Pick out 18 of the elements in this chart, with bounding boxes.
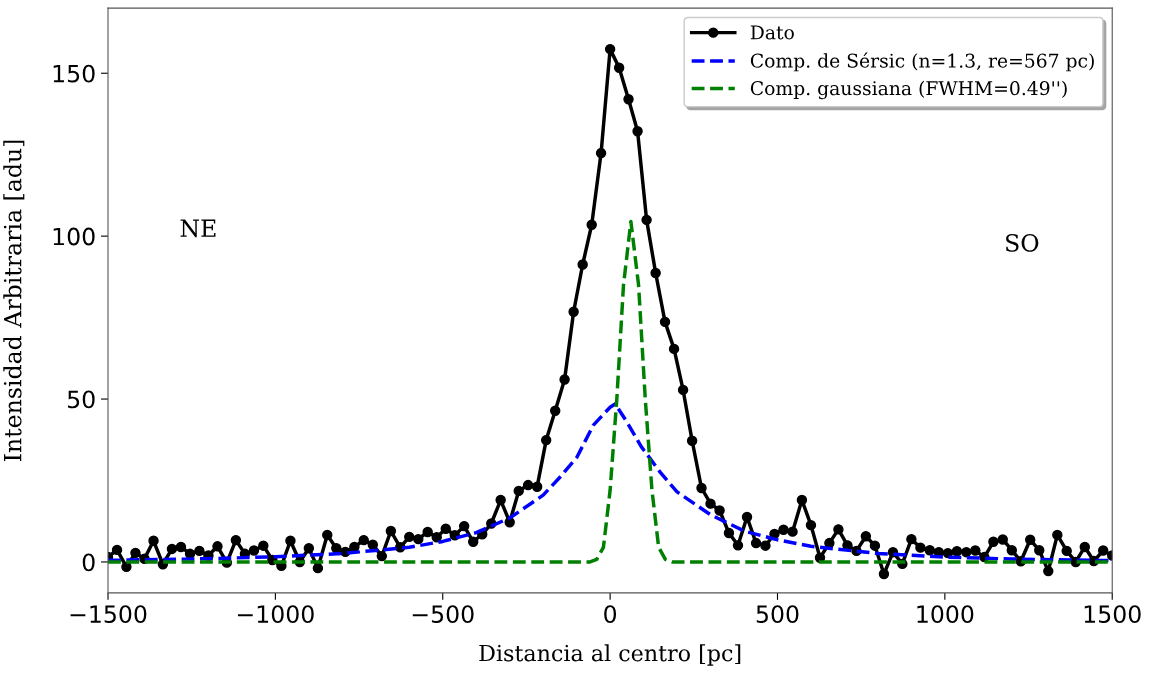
x-axis-title: Distancia al centro [pc]: [479, 644, 741, 666]
x-tick-label: −1500: [70, 605, 147, 623]
x-tick-label: −500: [412, 605, 474, 623]
annotation: NE: [180, 219, 216, 238]
legend-label: Comp. de Sérsic (n=1.3, re=567 pc): [750, 52, 1094, 72]
annotation: SO: [1006, 233, 1039, 252]
y-tick-label: 150: [53, 64, 95, 83]
x-tick-label: 0: [604, 605, 617, 623]
y-tick-label: 0: [82, 553, 95, 572]
x-tick-label: 1000: [917, 605, 974, 623]
y-axis-title: Intensidad Arbitraria [adu]: [3, 140, 25, 462]
legend-label: Dato: [750, 25, 794, 40]
x-tick-label: 1500: [1084, 605, 1141, 623]
x-tick-label: −1000: [237, 605, 314, 623]
y-tick-label: 50: [67, 390, 95, 409]
x-tick-label: 500: [756, 605, 799, 623]
y-tick-label: 100: [53, 227, 95, 246]
legend-label: Comp. gaussiana (FWHM=0.49''): [750, 80, 1067, 100]
